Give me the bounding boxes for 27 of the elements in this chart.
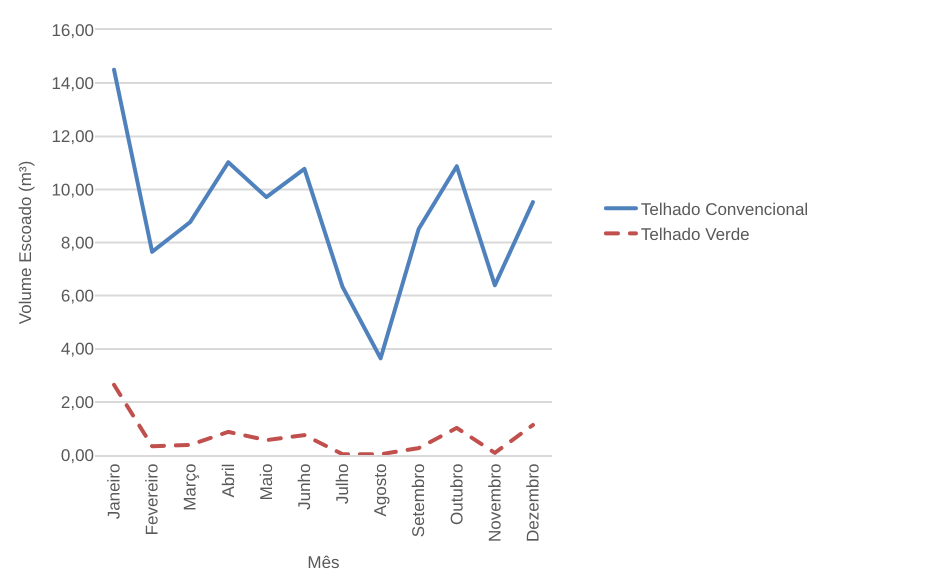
y-tick-label: 14,00 xyxy=(51,74,94,94)
x-tick-label: Março xyxy=(180,464,200,511)
legend-label: Telhado Convencional xyxy=(640,200,808,219)
y-tick-label: 2,00 xyxy=(60,392,94,412)
x-tick-label: Julho xyxy=(333,464,352,504)
x-tick-label: Novembro xyxy=(485,464,504,542)
x-axis-title: Mês xyxy=(307,552,340,572)
x-tick-label: Janeiro xyxy=(104,464,124,520)
y-tick-label: 6,00 xyxy=(60,286,94,306)
y-tick-label: 10,00 xyxy=(51,180,94,200)
x-tick-label: Junho xyxy=(294,464,314,510)
y-tick-label: 16,00 xyxy=(51,20,94,40)
y-tick-label: 12,00 xyxy=(51,127,94,146)
x-tick-label: Outubro xyxy=(447,464,466,525)
y-tick-label: 0,00 xyxy=(60,446,94,465)
y-tick-label: 8,00 xyxy=(60,233,94,252)
line-series xyxy=(112,68,535,360)
x-tick-label: Fevereiro xyxy=(142,464,162,536)
legend-label: Telhado Verde xyxy=(640,225,750,244)
x-tick-label: Dezembro xyxy=(523,464,542,542)
x-tick-label: Maio xyxy=(256,464,276,500)
x-tick-label: Agosto xyxy=(371,464,390,516)
y-tick-label: 4,00 xyxy=(60,340,94,359)
x-tick-label: Setembro xyxy=(409,464,428,538)
line-series xyxy=(112,382,535,455)
x-tick-label: Abril xyxy=(218,464,238,498)
y-axis-title: Volume Escoado (m³) xyxy=(16,160,36,324)
